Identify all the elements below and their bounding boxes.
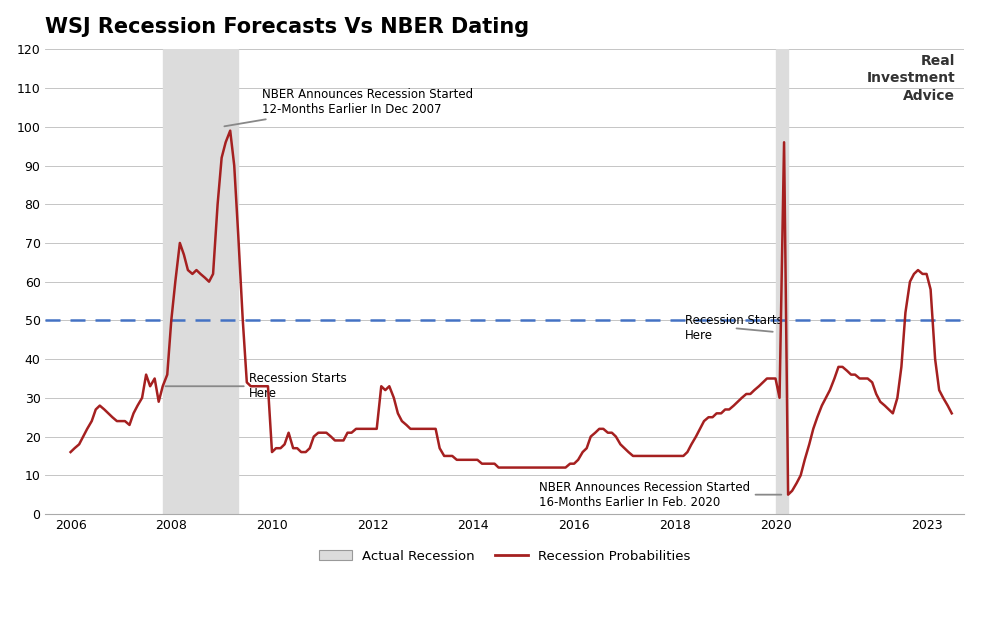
Legend: Actual Recession, Recession Probabilities: Actual Recession, Recession Probabilitie… (314, 544, 697, 568)
Bar (776, 49, 788, 514)
Text: NBER Announces Recession Started
16-Months Earlier In Feb. 2020: NBER Announces Recession Started 16-Mont… (539, 480, 781, 509)
Text: NBER Announces Recession Started
12-Months Earlier In Dec 2007: NBER Announces Recession Started 12-Mont… (225, 88, 473, 126)
Text: Recession Starts
Here: Recession Starts Here (685, 314, 783, 342)
Text: WSJ Recession Forecasts Vs NBER Dating: WSJ Recession Forecasts Vs NBER Dating (45, 17, 530, 37)
Text: Real
Investment
Advice: Real Investment Advice (866, 54, 955, 102)
Bar (163, 49, 238, 514)
Text: Recession Starts
Here: Recession Starts Here (166, 373, 347, 400)
